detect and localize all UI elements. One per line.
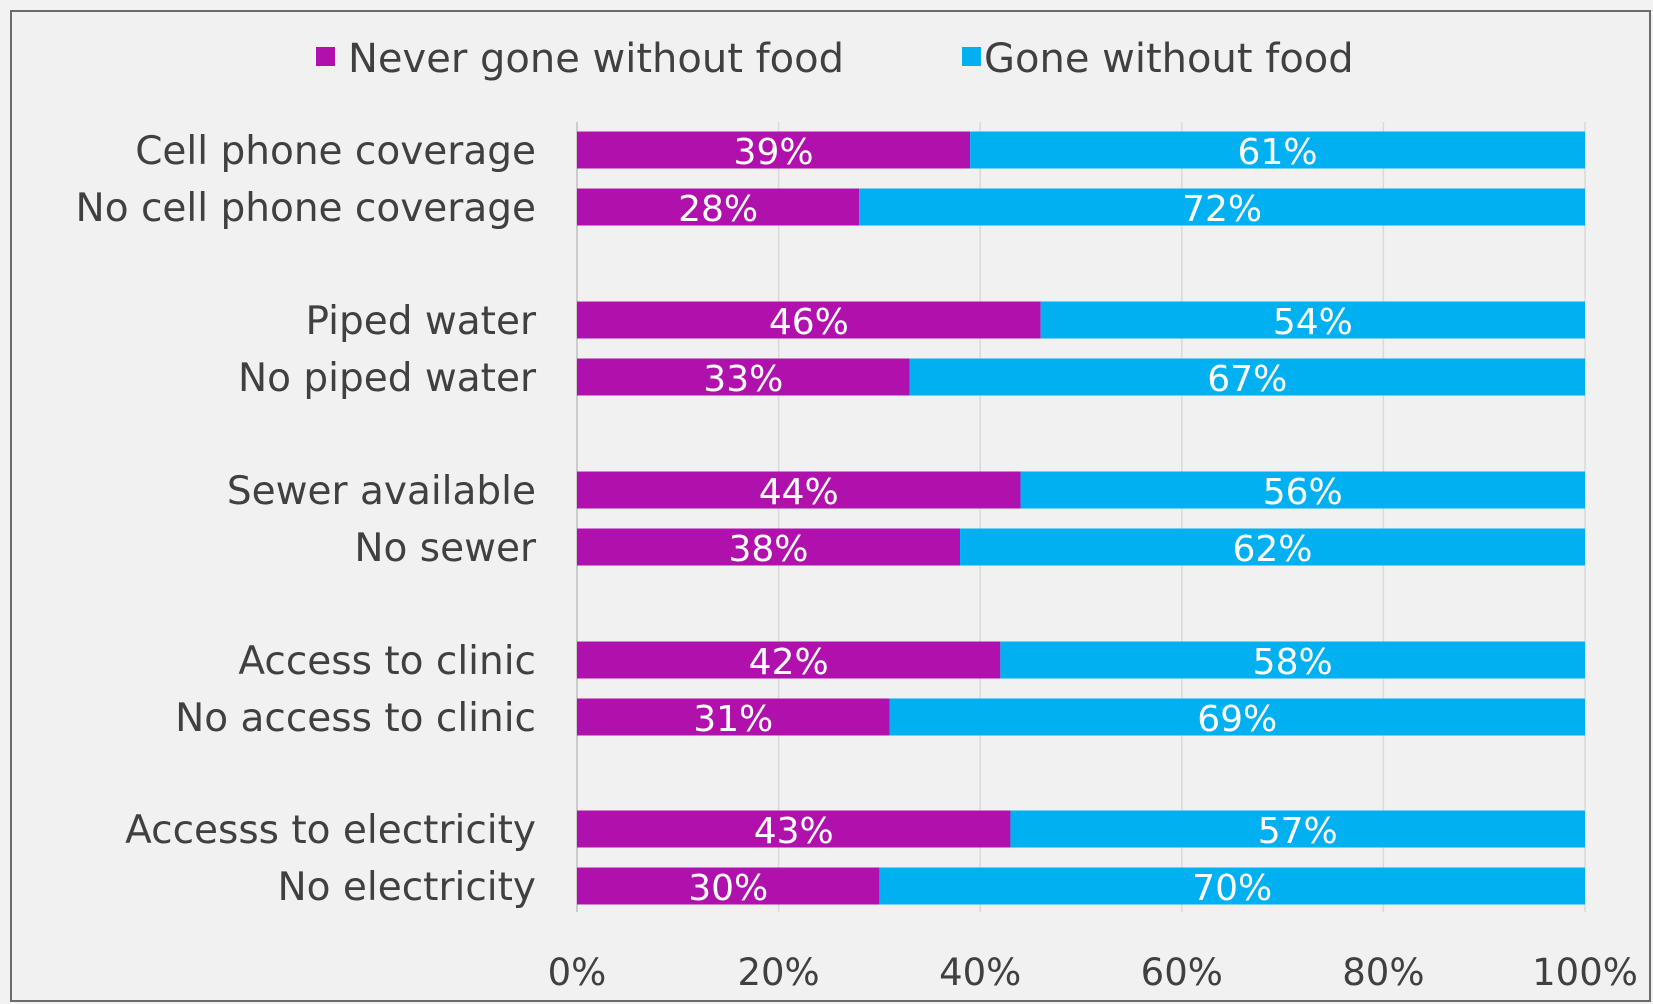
legend: Never gone without food Gone without food [316,36,1354,82]
data-label: 61% [1238,132,1318,173]
data-label: 30% [688,868,768,909]
category-label: No piped water [238,356,537,401]
bar-segment-gone [1010,810,1585,848]
legend-label: Never gone without food [348,36,844,82]
bar-segment-never-gone [577,698,890,736]
bar-segment-gone [889,698,1585,736]
bar-segment-never-gone [577,810,1011,848]
x-tick-label: 80% [1342,951,1424,994]
category-labels: Cell phone coverage No cell phone coverag… [76,129,537,910]
data-label: 43% [754,811,834,852]
bar-segment-never-gone [577,471,1021,509]
data-label: 72% [1182,189,1262,230]
category-label: No cell phone coverage [76,186,536,231]
category-label: No sewer [354,526,537,571]
bar-segment-gone [960,528,1585,566]
bar-segment-gone [859,188,1585,226]
bar-segment-never-gone [577,528,961,566]
data-label: 57% [1258,811,1338,852]
category-label: Accesss to electricity [125,808,536,853]
data-label: 70% [1192,868,1272,909]
data-label: 69% [1197,699,1277,740]
data-label: 67% [1207,359,1287,400]
category-label: Cell phone coverage [135,129,536,174]
data-label: 54% [1273,302,1353,343]
bar-segment-gone [1000,641,1585,679]
x-tick-label: 20% [737,951,819,994]
x-tick-label: 60% [1141,951,1223,994]
data-label: 31% [693,699,773,740]
data-label: 39% [734,132,814,173]
data-label: 46% [769,302,849,343]
x-tick-label: 100% [1532,951,1638,994]
bar-segment-gone [1040,301,1585,339]
bar-segment-never-gone [577,188,860,226]
data-label: 58% [1253,642,1333,683]
data-label: 56% [1263,472,1343,513]
category-label: Access to clinic [238,639,536,684]
bar-segment-never-gone [577,131,971,169]
category-label: No access to clinic [175,696,536,741]
x-axis-ticks: 0% 20% 40% 60% 80% 100% [548,951,1638,994]
bar-segment-gone [1020,471,1585,509]
bar-segment-gone [879,867,1585,905]
bar-segment-never-gone [577,358,910,396]
x-tick-label: 40% [939,951,1021,994]
bar-segment-never-gone [577,301,1041,339]
data-label: 33% [703,359,783,400]
category-label: No electricity [277,865,536,910]
legend-label: Gone without food [984,36,1354,82]
legend-swatch [962,47,981,66]
bar-segment-never-gone [577,867,880,905]
data-label: 62% [1233,529,1313,570]
data-label: 42% [749,642,829,683]
bar-segment-never-gone [577,641,1001,679]
legend-swatch [316,47,335,66]
bar-segment-gone [909,358,1585,396]
bar-segment-gone [970,131,1585,169]
data-label: 28% [678,189,758,230]
data-label: 38% [729,529,809,570]
category-label: Piped water [305,299,536,344]
x-tick-label: 0% [548,951,607,994]
category-label: Sewer available [227,469,536,514]
gridlines [576,122,1586,912]
bars: 39% 61% 28% 72% 46% 54% 33% 67% 44% 56% 38% 62% 42% 5… [577,131,1585,909]
data-label: 44% [759,472,839,513]
